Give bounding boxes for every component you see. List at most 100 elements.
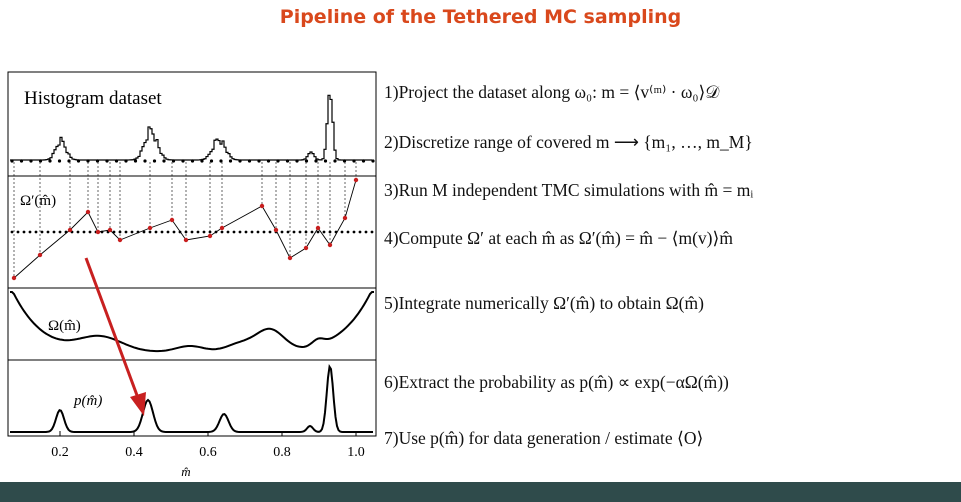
figure: Histogram dataset Ω′(m̂) Ω(m̂) p(m̂) m̂ …: [7, 71, 377, 479]
point: [259, 203, 265, 209]
dot: [228, 159, 233, 163]
dot: [250, 230, 254, 234]
dot: [88, 230, 92, 234]
dot: [67, 159, 71, 163]
dot: [304, 159, 309, 163]
panel-label: Histogram dataset: [24, 88, 162, 109]
dot: [226, 230, 230, 234]
point: [287, 255, 293, 261]
dot: [202, 230, 206, 234]
title: Pipeline of the Tethered MC sampling: [279, 6, 682, 28]
dot: [152, 159, 157, 163]
dot: [200, 159, 204, 163]
point: [315, 225, 321, 231]
dot: [34, 230, 38, 234]
tick-label: 0.6: [199, 445, 217, 460]
dot: [285, 159, 290, 163]
arrow: [84, 257, 140, 399]
dot: [340, 230, 344, 234]
point: [303, 245, 309, 251]
dot: [105, 159, 109, 163]
point: [207, 233, 213, 239]
dot: [10, 159, 14, 163]
dot: [257, 159, 261, 163]
dot: [10, 230, 14, 234]
dot: [266, 159, 271, 163]
dot: [371, 159, 375, 163]
dot: [298, 230, 302, 234]
dot: [262, 230, 266, 234]
dot: [190, 230, 194, 234]
dot: [46, 230, 50, 234]
step: 1)Project the dataset along ω₀: m = ⟨v⁽ᵐ…: [384, 82, 720, 102]
dot: [162, 159, 166, 163]
dot: [247, 159, 252, 163]
point: [11, 275, 17, 281]
point: [183, 237, 189, 243]
point: [117, 237, 123, 243]
dot: [76, 230, 80, 234]
dot: [148, 230, 152, 234]
tick-label: 0.4: [125, 445, 143, 460]
dot: [172, 230, 176, 234]
dot: [323, 159, 328, 163]
axis-label: m̂: [181, 464, 190, 479]
dot: [82, 230, 86, 234]
dot: [22, 230, 26, 234]
dot: [154, 230, 158, 234]
dot: [28, 230, 32, 234]
dot: [143, 159, 147, 163]
dot: [342, 159, 347, 163]
dot: [352, 159, 356, 163]
dot: [370, 230, 374, 234]
dot: [181, 159, 185, 163]
panel-label: p(m̂): [73, 393, 102, 409]
dot: [76, 159, 81, 163]
dot: [38, 159, 43, 163]
dot: [316, 230, 320, 234]
panel-label: Ω′(m̂): [20, 193, 56, 209]
arrow-head: [130, 392, 146, 416]
dot: [238, 230, 242, 234]
point: [85, 209, 91, 215]
step: 2)Discretize range of covered m ⟶ {m₁, ……: [384, 132, 753, 152]
point: [219, 225, 225, 231]
tick-label: 0.2: [51, 445, 69, 460]
dot: [166, 230, 170, 234]
dot: [57, 159, 62, 163]
dot: [333, 159, 337, 163]
dot: [244, 230, 248, 234]
dot: [196, 230, 200, 234]
point: [107, 227, 113, 233]
dot: [268, 230, 272, 234]
dot: [48, 159, 52, 163]
dot: [40, 230, 44, 234]
point: [95, 229, 101, 235]
tick-label: 1.0: [347, 445, 365, 460]
dot: [361, 159, 366, 163]
dot: [220, 230, 224, 234]
dot: [16, 230, 20, 234]
step: 4)Compute Ω′ at each m̂ as Ω′(m̂) = m̂ −…: [384, 228, 733, 248]
point: [37, 252, 43, 258]
dot: [295, 159, 299, 163]
dot: [256, 230, 260, 234]
omega-curve: [10, 291, 374, 353]
point: [273, 227, 279, 233]
point: [147, 225, 153, 231]
step: 3)Run M independent TMC simulations with…: [384, 180, 754, 200]
dot: [19, 159, 24, 163]
dot: [190, 159, 195, 163]
dot: [171, 159, 176, 163]
footer-bar: [0, 482, 961, 502]
tick-label: 0.8: [273, 445, 291, 460]
dot: [52, 230, 56, 234]
frame: [7, 71, 377, 437]
dot: [314, 159, 318, 163]
dot: [280, 230, 284, 234]
step: 5)Integrate numerically Ω′(m̂) to obtain…: [384, 293, 704, 313]
dot: [358, 230, 362, 234]
dot: [352, 230, 356, 234]
point: [342, 215, 348, 221]
